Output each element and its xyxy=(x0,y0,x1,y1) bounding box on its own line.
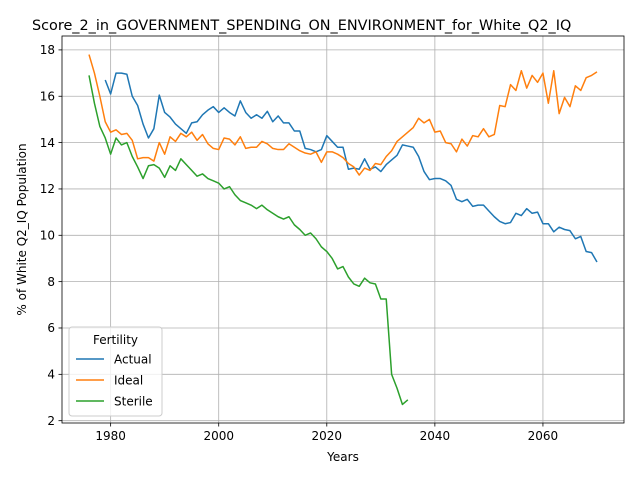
series-line-ideal xyxy=(88,54,598,176)
y-tick-label: 2 xyxy=(47,414,55,428)
series-line-sterile xyxy=(88,75,409,406)
y-tick-label: 12 xyxy=(40,182,55,196)
x-tick-label: 2020 xyxy=(312,429,343,443)
y-tick-label: 6 xyxy=(47,321,55,335)
x-tick-label: 1980 xyxy=(95,429,126,443)
y-tick-label: 14 xyxy=(40,136,55,150)
series-lines xyxy=(88,54,598,406)
x-tick-label: 2060 xyxy=(528,429,559,443)
chart-title: Score_2_in_GOVERNMENT_SPENDING_ON_ENVIRO… xyxy=(32,18,571,34)
legend: Fertility Actual Ideal Sterile xyxy=(68,326,163,417)
series-line-actual xyxy=(104,72,598,263)
legend-title: Fertility xyxy=(93,333,138,347)
y-axis: 2 4 6 8 10 12 14 16 18 xyxy=(40,43,62,428)
legend-label-sterile: Sterile xyxy=(114,394,153,408)
y-tick-label: 18 xyxy=(40,43,55,57)
x-tick-label: 2040 xyxy=(420,429,451,443)
x-tick-label: 2000 xyxy=(203,429,234,443)
y-tick-label: 4 xyxy=(47,368,55,382)
y-tick-label: 10 xyxy=(40,228,55,242)
y-axis-label: % of White Q2_IQ Population xyxy=(15,143,29,315)
legend-label-actual: Actual xyxy=(114,352,152,366)
y-tick-label: 16 xyxy=(40,89,55,103)
y-tick-label: 8 xyxy=(47,275,55,289)
legend-label-ideal: Ideal xyxy=(114,373,143,387)
x-axis: 1980 2000 2020 2040 2060 xyxy=(95,423,558,443)
grid xyxy=(62,36,624,423)
plot-area xyxy=(61,35,625,424)
legend-box xyxy=(68,326,163,417)
x-axis-label: Years xyxy=(326,450,359,464)
